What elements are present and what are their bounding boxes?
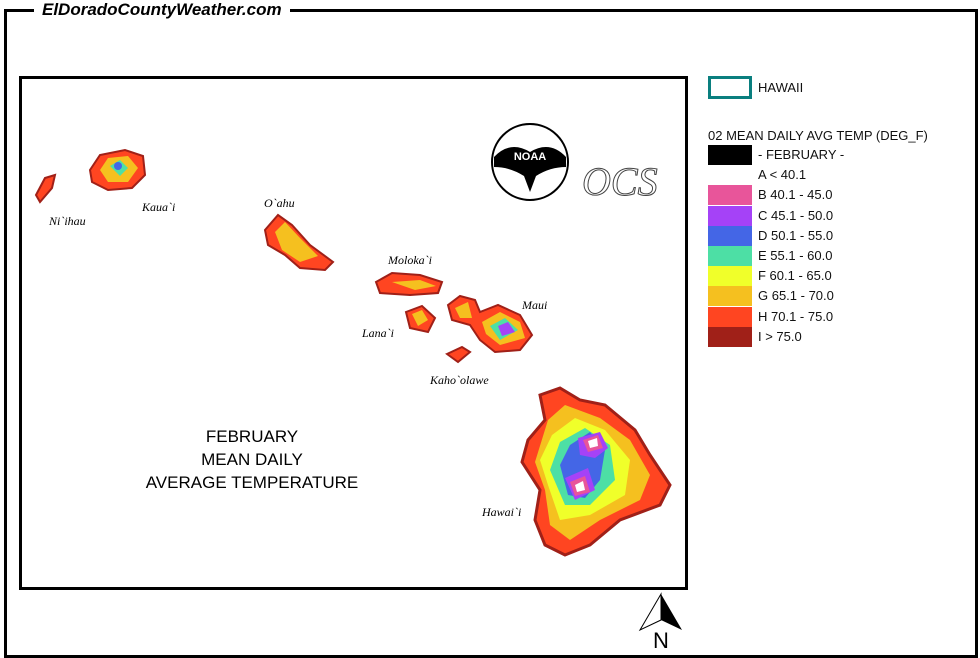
legend-label: C 45.1 - 50.0 bbox=[758, 207, 834, 223]
svg-text:NOAA: NOAA bbox=[514, 151, 546, 163]
legend-swatch bbox=[708, 165, 752, 186]
hawaii-swatch bbox=[708, 76, 752, 99]
legend-label: I > 75.0 bbox=[758, 328, 802, 344]
label-kauai: Kaua`i bbox=[142, 200, 176, 214]
title-line2: MEAN DAILY bbox=[201, 450, 303, 469]
map-panel: NOAA OCS Ni`ihau Kaua`i O`ahu Moloka`i L… bbox=[19, 76, 688, 590]
legend: HAWAII 02 MEAN DAILY AVG TEMP (DEG_F) - … bbox=[708, 76, 973, 356]
legend-label: A < 40.1 bbox=[758, 167, 807, 183]
noaa-logo: NOAA bbox=[491, 123, 569, 201]
legend-swatch bbox=[708, 306, 752, 327]
legend-label: D 50.1 - 55.0 bbox=[758, 227, 834, 243]
site-title: ElDoradoCountyWeather.com bbox=[34, 0, 290, 20]
legend-label: B 40.1 - 45.0 bbox=[758, 187, 833, 203]
title-line3: AVERAGE TEMPERATURE bbox=[145, 473, 359, 492]
label-molokai: Moloka`i bbox=[388, 253, 432, 267]
island-niihau bbox=[34, 173, 57, 204]
legend-swatch bbox=[708, 246, 752, 266]
legend-region: HAWAII bbox=[758, 80, 804, 95]
label-lanai: Lana`i bbox=[362, 326, 395, 340]
legend-label: G 65.1 - 70.0 bbox=[758, 288, 834, 304]
legend-swatch bbox=[708, 225, 752, 246]
islands-map: NOAA OCS bbox=[34, 123, 672, 557]
legend-swatch bbox=[708, 205, 752, 226]
title-month: FEBRUARY bbox=[205, 427, 299, 446]
label-niihau: Ni`ihau bbox=[49, 214, 86, 228]
legend-label: - FEBRUARY - bbox=[758, 147, 845, 162]
island-kahoolawe bbox=[445, 345, 472, 364]
map-title: FEBRUARY MEAN DAILY AVERAGE TEMPERATURE bbox=[132, 425, 372, 494]
legend-swatch bbox=[708, 266, 752, 287]
legend-swatch bbox=[708, 145, 752, 165]
legend-swatch bbox=[708, 326, 752, 347]
legend-label: F 60.1 - 65.0 bbox=[758, 268, 832, 284]
north-arrow-icon: N bbox=[638, 592, 682, 653]
label-maui: Maui bbox=[522, 298, 548, 312]
label-kahoolawe: Kaho`olawe bbox=[430, 373, 489, 387]
svg-text:N: N bbox=[653, 628, 669, 653]
label-oahu: O`ahu bbox=[264, 196, 295, 210]
legend-swatch bbox=[708, 286, 752, 307]
legend-label: H 70.1 - 75.0 bbox=[758, 308, 834, 324]
outer-frame bbox=[4, 9, 978, 658]
label-hawaii: Hawai`i bbox=[482, 505, 522, 519]
legend-swatch bbox=[708, 185, 752, 206]
legend-title: 02 MEAN DAILY AVG TEMP (DEG_F) bbox=[708, 128, 928, 143]
legend-label: E 55.1 - 60.0 bbox=[758, 248, 833, 263]
ocs-logo: OCS bbox=[582, 159, 658, 204]
